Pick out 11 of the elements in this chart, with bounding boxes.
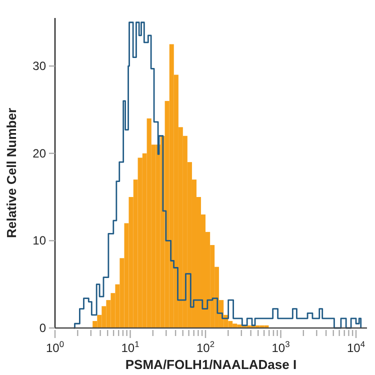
- x-tick-label: 10$^{2}$: [196, 339, 215, 355]
- x-tick-label: 10$^{1}$: [121, 339, 140, 355]
- y-tick-label: 30: [32, 59, 46, 74]
- y-tick-label: 10: [32, 234, 46, 248]
- x-axis-title: PSMA/FOLH1/NAALADase I: [125, 357, 297, 372]
- x-tick-label: 10$^{4}$: [346, 339, 366, 355]
- x-tick-label: 10$^{0}$: [46, 339, 64, 355]
- y-axis-title: Relative Cell Number: [4, 108, 19, 238]
- x-tick-label: 10$^{3}$: [272, 339, 290, 355]
- y-tick-label: 0: [39, 321, 46, 335]
- y-tick-label: 20: [32, 146, 46, 160]
